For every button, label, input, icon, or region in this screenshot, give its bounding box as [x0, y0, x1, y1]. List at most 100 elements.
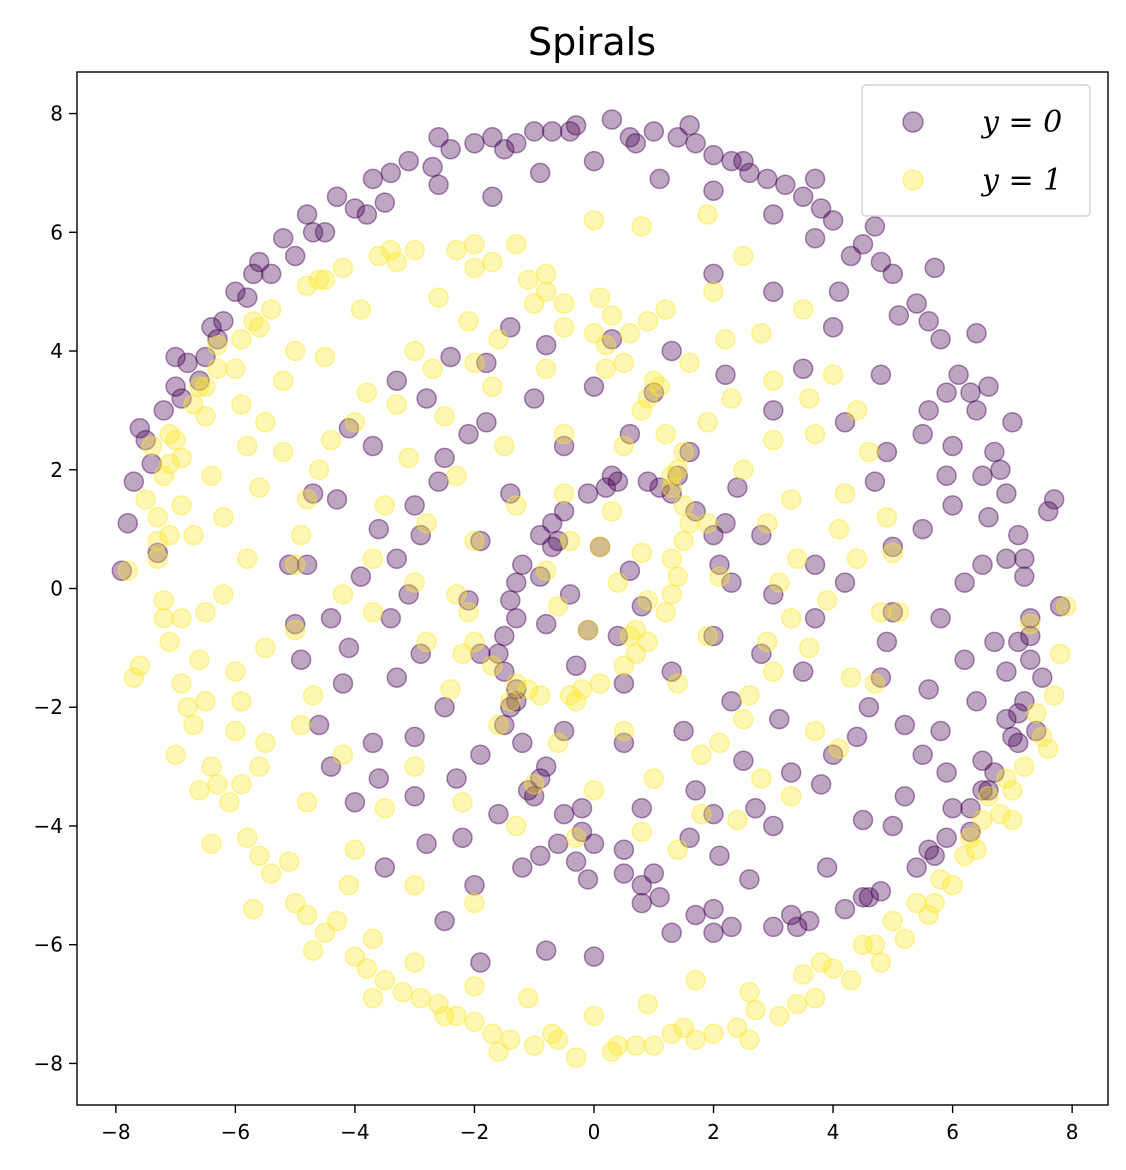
scatter-point-series0-95 — [506, 679, 527, 700]
scatter-point-series1-215 — [619, 322, 641, 344]
scatter-point-series0-212 — [368, 518, 390, 540]
scatter-point-series1-236 — [434, 1005, 455, 1027]
scatter-point-series0-251 — [936, 762, 957, 783]
scatter-point-series1-293 — [386, 394, 408, 415]
scatter-point-series1-256 — [583, 210, 605, 231]
scatter-point-series1-240 — [673, 1017, 694, 1039]
x-tick-label: −2 — [460, 1120, 489, 1144]
scatter-point-series0-100 — [141, 453, 162, 475]
scatter-point-series0-183 — [434, 696, 455, 718]
scatter-point-series1-189 — [434, 406, 455, 427]
scatter-point-series0-35 — [1014, 566, 1035, 587]
y-tick-label: −8 — [34, 1051, 63, 1075]
scatter-point-series1-183 — [733, 459, 754, 481]
scatter-point-series1-262 — [858, 441, 880, 463]
scatter-point-series1-274 — [416, 631, 437, 653]
scatter-point-series1-26 — [314, 922, 336, 944]
scatter-point-series1-279 — [553, 423, 575, 445]
scatter-point-series0-144 — [942, 495, 963, 516]
scatter-point-series1-93 — [595, 334, 617, 356]
scatter-point-series1-277 — [446, 465, 467, 486]
scatter-point-series0-105 — [464, 132, 485, 154]
scatter-point-series0-180 — [410, 524, 431, 546]
scatter-point-series1-75 — [745, 999, 766, 1021]
scatter-point-series1-219 — [344, 412, 366, 433]
scatter-point-series0-206 — [966, 691, 987, 712]
scatter-point-series1-89 — [314, 269, 336, 291]
scatter-point-series0-268 — [440, 346, 461, 368]
y-axis: −8 −6 −4 −2 0 2 4 6 8 — [34, 102, 77, 1075]
scatter-point-series1-128 — [625, 643, 647, 665]
scatter-point-series0-158 — [583, 376, 605, 397]
scatter-point-series0-172 — [870, 667, 892, 688]
scatter-point-series0-71 — [207, 328, 228, 350]
scatter-point-series1-32 — [183, 714, 204, 736]
scatter-point-series0-58 — [494, 625, 515, 647]
scatter-point-series0-254 — [739, 869, 760, 890]
scatter-point-series1-271 — [547, 732, 569, 754]
scatter-point-series1-110 — [296, 904, 318, 926]
scatter-point-series0-273 — [727, 477, 748, 498]
scatter-point-series0-300 — [918, 400, 939, 421]
scatter-point-series0-234 — [864, 216, 886, 237]
scatter-point-series1-136 — [601, 501, 623, 522]
scatter-point-series1-300 — [249, 756, 270, 777]
scatter-point-series0-153 — [386, 548, 408, 570]
scatter-point-series0-9 — [249, 251, 270, 273]
scatter-point-series0-226 — [1032, 667, 1053, 688]
scatter-point-series1-196 — [840, 667, 862, 688]
scatter-point-series0-108 — [739, 162, 760, 184]
scatter-point-series0-99 — [649, 477, 670, 498]
scatter-point-series0-271 — [619, 423, 641, 445]
scatter-point-series0-114 — [1014, 548, 1035, 570]
scatter-point-series1-162 — [804, 423, 826, 445]
scatter-point-series1-2 — [1032, 726, 1053, 748]
scatter-point-series0-287 — [619, 560, 641, 581]
scatter-point-series0-62 — [553, 501, 575, 522]
scatter-point-series1-177 — [374, 797, 396, 819]
scatter-point-series0-82 — [936, 382, 957, 403]
scatter-point-series1-231 — [165, 744, 186, 765]
scatter-point-series1-203 — [452, 791, 473, 813]
scatter-point-series1-181 — [769, 572, 790, 593]
scatter-point-series0-204 — [763, 400, 784, 421]
scatter-point-series0-297 — [416, 833, 437, 855]
scatter-point-series1-132 — [446, 584, 467, 605]
scatter-point-series1-102 — [906, 892, 927, 914]
legend-label-y0: y = 0 — [980, 105, 1062, 140]
scatter-point-series0-233 — [924, 257, 945, 279]
scatter-point-series0-217 — [679, 827, 700, 849]
scatter-point-series1-247 — [1037, 738, 1059, 760]
scatter-point-series0-132 — [721, 572, 742, 593]
scatter-point-series0-205 — [912, 744, 933, 765]
scatter-point-series0-150 — [404, 726, 425, 748]
scatter-point-series1-193 — [362, 601, 384, 623]
scatter-point-series0-299 — [320, 756, 342, 777]
scatter-point-series1-5 — [990, 803, 1011, 825]
scatter-point-series1-58 — [673, 530, 694, 552]
scatter-point-series0-252 — [960, 821, 981, 843]
scatter-point-series0-193 — [804, 554, 826, 576]
scatter-point-series0-41 — [960, 797, 981, 819]
scatter-point-series0-16 — [482, 127, 503, 148]
scatter-point-series0-104 — [380, 162, 402, 184]
scatter-point-series0-222 — [834, 572, 856, 593]
scatter-point-series0-293 — [780, 762, 802, 783]
scatter-point-series1-103 — [852, 934, 874, 955]
scatter-point-series1-24 — [374, 970, 396, 991]
scatter-point-series1-1 — [1043, 685, 1065, 706]
scatter-point-series0-164 — [452, 827, 473, 849]
scatter-point-series0-115 — [1020, 625, 1041, 647]
scatter-point-series1-286 — [577, 619, 599, 641]
scatter-point-series1-253 — [350, 299, 372, 320]
scatter-point-series0-182 — [410, 643, 431, 665]
scatter-point-series0-232 — [966, 322, 987, 344]
scatter-point-series0-87 — [972, 780, 993, 801]
scatter-point-series1-182 — [757, 512, 778, 534]
scatter-point-series1-275 — [404, 572, 425, 593]
scatter-point-series1-20 — [523, 1035, 545, 1056]
scatter-point-series0-197 — [362, 435, 384, 457]
scatter-point-series0-310 — [482, 186, 503, 207]
scatter-point-series0-171 — [846, 726, 868, 748]
scatter-point-series0-4 — [165, 376, 186, 397]
